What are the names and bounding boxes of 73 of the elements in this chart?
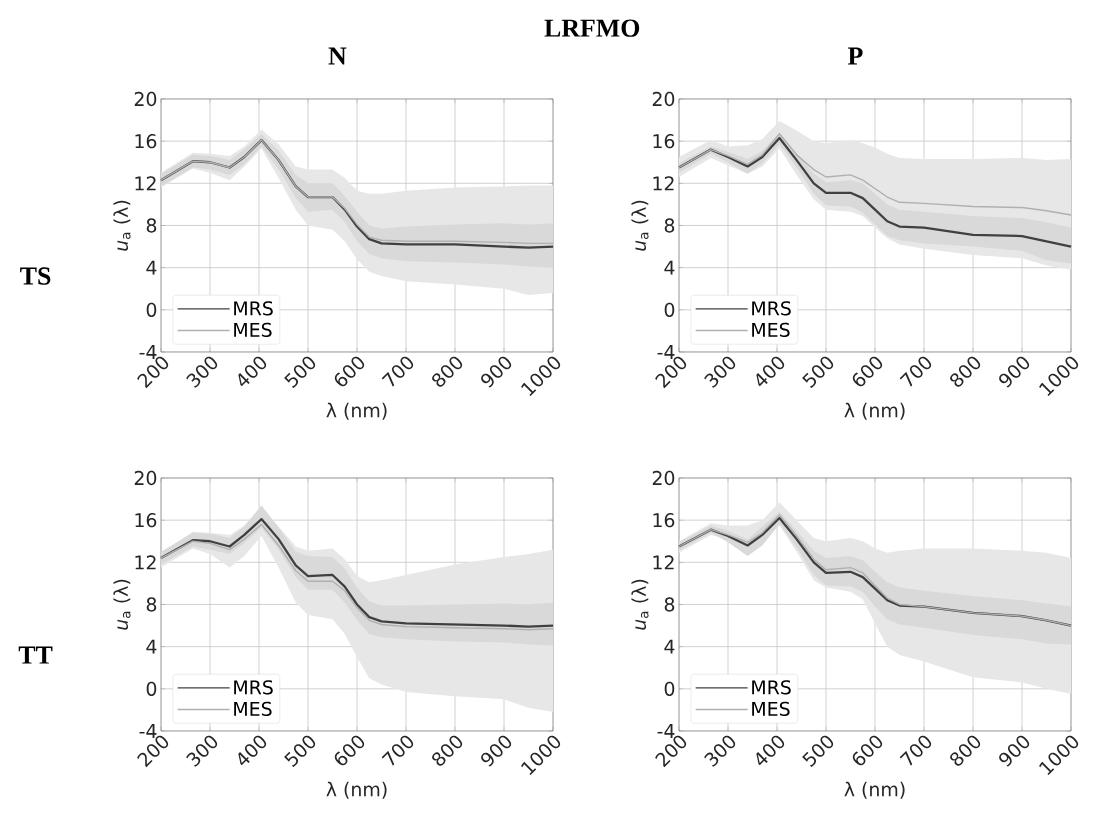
x-tick-label: 800 (950, 735, 981, 766)
legend-label: MES (234, 701, 272, 716)
y-axis-title: u$_{a}$ (λ) (113, 579, 131, 630)
y-tick-label: 20 (652, 91, 675, 107)
x-tick-label: 800 (432, 356, 463, 387)
x-tick-label: 400 (756, 735, 785, 766)
legend-label: MES (234, 322, 272, 337)
y-tick-label: 16 (135, 133, 157, 149)
y-tick-label: 4 (664, 260, 675, 275)
x-axis-title: λ (nm) (844, 781, 905, 799)
x-tick-label: 500 (802, 356, 834, 388)
text: TS (20, 267, 51, 285)
y-axis-title: u$_{a}$ (λ) (631, 579, 649, 630)
chart-subtitle: P (847, 47, 863, 65)
legend-label: MRS (234, 680, 273, 695)
x-tick-label: 300 (186, 356, 218, 388)
y-tick-label: 16 (653, 133, 675, 149)
legend-label: MES (752, 701, 790, 716)
x-axis-title: λ (nm) (326, 402, 387, 420)
text: TT (18, 646, 53, 664)
x-axis-title: λ (nm) (844, 402, 905, 420)
x-tick-label: 900 (999, 735, 1030, 767)
y-tick-label: 12 (653, 176, 674, 191)
x-tick-label: 700 (899, 735, 932, 766)
y-tick-label: 8 (146, 218, 157, 233)
y-tick-label: 12 (135, 555, 156, 570)
x-tick-label: 600 (334, 356, 365, 387)
legend-label: MRS (234, 301, 273, 316)
chart-title: LRFMO (544, 19, 640, 37)
x-tick-label: 600 (852, 735, 883, 766)
x-tick-label: 300 (186, 735, 218, 767)
y-tick-label: 20 (134, 91, 157, 107)
x-tick-label: 800 (950, 356, 981, 387)
x-tick-label: 900 (481, 735, 512, 767)
y-tick-label: 12 (653, 555, 674, 570)
x-tick-label: 600 (334, 735, 365, 766)
y-tick-label: 4 (664, 639, 675, 654)
chart-subtitle: N (328, 47, 347, 65)
x-tick-label: 700 (899, 356, 932, 387)
y-tick-label: 0 (146, 681, 157, 696)
y-tick-label: 0 (664, 302, 675, 317)
x-tick-label: 900 (999, 356, 1030, 388)
x-tick-label: 500 (284, 356, 316, 388)
y-tick-label: 16 (135, 513, 157, 528)
x-tick-label: 700 (381, 735, 414, 766)
legend-label: MRS (752, 301, 791, 316)
x-tick-label: 800 (432, 735, 463, 766)
y-tick-label: 16 (653, 513, 675, 528)
y-tick-label: 4 (146, 260, 157, 275)
x-tick-label: 400 (756, 356, 785, 387)
x-tick-label: 400 (238, 356, 267, 387)
y-tick-label: 8 (146, 597, 157, 612)
legend-label: MES (752, 322, 790, 337)
y-axis-title: u$_{a}$ (λ) (113, 200, 131, 251)
x-tick-label: 500 (284, 735, 316, 767)
legend-label: MRS (752, 680, 791, 695)
x-tick-label: 700 (381, 356, 414, 387)
y-axis-title: u$_{a}$ (λ) (631, 200, 649, 251)
y-tick-label: 20 (134, 470, 157, 486)
x-tick-label: 900 (481, 356, 512, 388)
y-tick-label: 20 (652, 470, 675, 486)
x-tick-label: 500 (802, 735, 834, 767)
y-tick-label: 12 (135, 176, 156, 191)
y-tick-label: 0 (146, 302, 157, 317)
y-tick-label: 8 (664, 597, 675, 612)
x-tick-label: 300 (704, 356, 736, 388)
y-tick-label: 0 (664, 681, 675, 696)
x-tick-label: 300 (704, 735, 736, 767)
x-axis-title: λ (nm) (326, 781, 387, 799)
y-tick-label: 4 (146, 639, 157, 654)
x-tick-label: 600 (852, 356, 883, 387)
x-tick-label: 400 (238, 735, 267, 766)
y-tick-label: 8 (664, 218, 675, 233)
